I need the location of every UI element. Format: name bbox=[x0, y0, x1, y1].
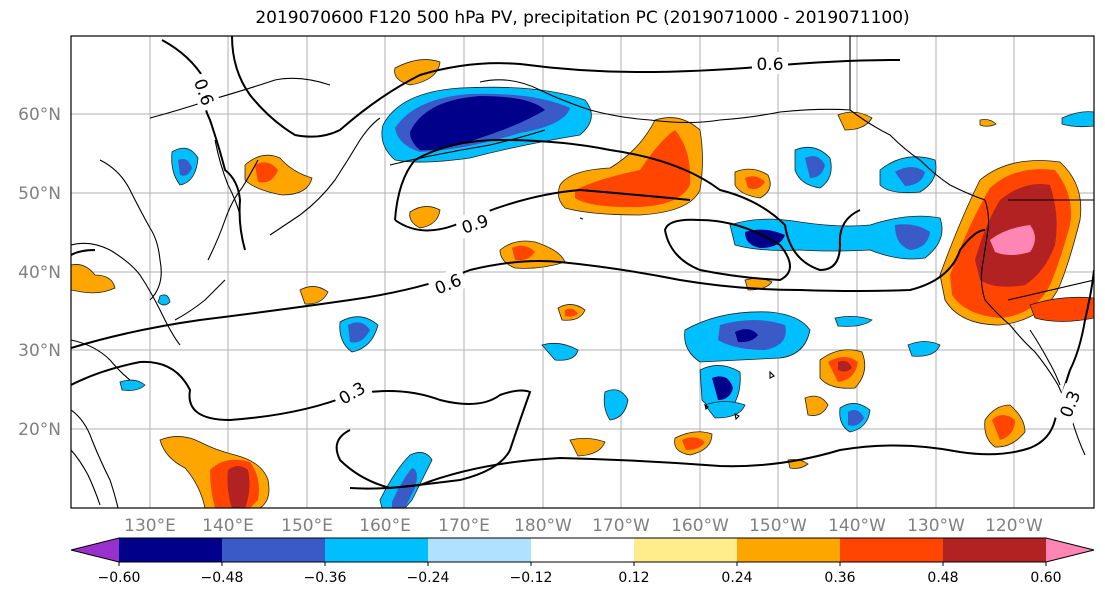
colorbar-tick-label: −0.12 bbox=[510, 570, 553, 586]
lon-label: 120°W bbox=[985, 516, 1043, 536]
precipitation-field bbox=[71, 59, 1094, 508]
lon-label: 170°E bbox=[438, 516, 490, 536]
lat-label: 50°N bbox=[18, 184, 61, 204]
lon-label: 150°E bbox=[281, 516, 333, 536]
lon-label: 160°W bbox=[671, 516, 729, 536]
lon-label: 130°W bbox=[907, 516, 965, 536]
latitude-labels: 60°N 50°N 40°N 30°N 20°N bbox=[18, 105, 61, 440]
colorbar-tick-label: 0.12 bbox=[618, 570, 649, 586]
lon-label: 160°E bbox=[359, 516, 411, 536]
longitude-labels: 130°E 140°E 150°E 160°E 170°E 180°W 170°… bbox=[124, 516, 1043, 536]
colorbar-segment bbox=[943, 538, 1047, 562]
contour-label: 0.6 bbox=[756, 55, 783, 75]
lon-label: 130°E bbox=[124, 516, 176, 536]
colorbar-segment bbox=[325, 538, 429, 562]
colorbar-segment bbox=[428, 538, 532, 562]
colorbar-tick-label: −0.48 bbox=[201, 570, 244, 586]
colorbar-segment bbox=[531, 538, 635, 562]
lon-label: 170°W bbox=[592, 516, 650, 536]
lon-label: 150°W bbox=[749, 516, 807, 536]
map-frame bbox=[70, 35, 1095, 509]
colorbar-segment bbox=[119, 538, 223, 562]
coastlines bbox=[71, 36, 1094, 508]
colorbar: −0.60 −0.48 −0.36 −0.24 −0.12 0.12 0.24 0.36 0.4… bbox=[70, 537, 1095, 586]
colorbar-segment bbox=[840, 538, 944, 562]
colorbar-segment bbox=[737, 538, 841, 562]
lat-label: 40°N bbox=[18, 263, 61, 283]
map-title: 2019070600 F120 500 hPa PV, precipitatio… bbox=[255, 8, 910, 28]
colorbar-segment bbox=[634, 538, 738, 562]
lon-label: 140°E bbox=[202, 516, 254, 536]
lon-label: 140°W bbox=[828, 516, 886, 536]
colorbar-extend-low bbox=[71, 538, 119, 562]
lon-label: 180°W bbox=[514, 516, 572, 536]
colorbar-tick-label: −0.24 bbox=[407, 570, 450, 586]
lat-label: 20°N bbox=[18, 420, 61, 440]
colorbar-tick-label: −0.60 bbox=[98, 570, 141, 586]
colorbar-tick-label: 0.48 bbox=[927, 570, 958, 586]
colorbar-segment bbox=[222, 538, 326, 562]
lat-label: 60°N bbox=[18, 105, 61, 125]
colorbar-tick-label: −0.36 bbox=[304, 570, 347, 586]
colorbar-tick-label: 0.60 bbox=[1030, 570, 1061, 586]
colorbar-tick-label: 0.24 bbox=[721, 570, 752, 586]
colorbar-tick-label: 0.36 bbox=[824, 570, 855, 586]
colorbar-extend-high bbox=[1046, 538, 1094, 562]
lat-label: 30°N bbox=[18, 341, 61, 361]
